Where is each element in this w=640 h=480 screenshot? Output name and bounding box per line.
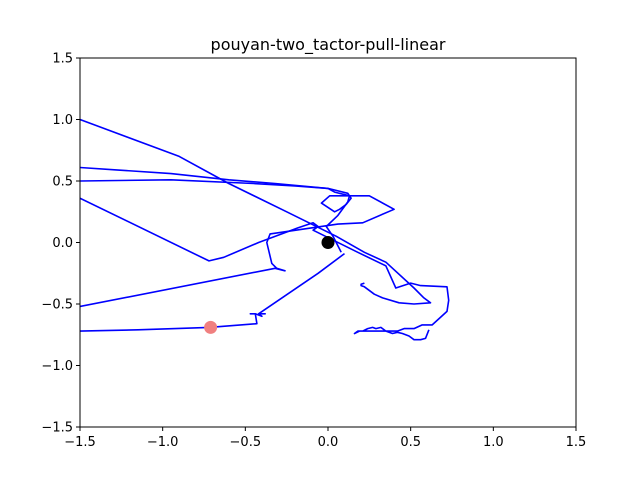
y-tick-label: −1.0 bbox=[41, 359, 73, 374]
trajectory-line-5 bbox=[80, 252, 345, 332]
x-tick-label: 1.0 bbox=[483, 435, 504, 450]
center-marker bbox=[321, 236, 335, 249]
y-axis: −1.5 −1.0 −0.5 0.0 0.5 1.0 1.5 bbox=[41, 52, 80, 436]
trajectory-line-3 bbox=[80, 118, 432, 305]
y-tick-label: −0.5 bbox=[41, 298, 73, 313]
y-tick-label: 1.0 bbox=[52, 113, 73, 128]
y-tick-label: 0.5 bbox=[52, 175, 73, 190]
x-tick-label: −0.5 bbox=[230, 435, 262, 450]
x-tick-label: 1.5 bbox=[566, 435, 587, 450]
chart-title: pouyan-two_tactor-pull-linear bbox=[211, 35, 446, 55]
x-tick-label: −1.5 bbox=[64, 435, 96, 450]
x-axis: −1.5 −1.0 −0.5 0.0 0.5 1.0 1.5 bbox=[64, 427, 586, 450]
highlight-marker bbox=[204, 320, 218, 334]
trajectory-line-4 bbox=[80, 179, 351, 253]
y-tick-label: −1.5 bbox=[41, 421, 73, 436]
plot-area bbox=[80, 118, 450, 341]
y-tick-label: 1.5 bbox=[52, 52, 73, 67]
x-tick-label: 0.5 bbox=[400, 435, 421, 450]
y-tick-label: 0.0 bbox=[52, 236, 73, 251]
x-tick-label: 0.0 bbox=[318, 435, 339, 450]
x-tick-label: −1.0 bbox=[147, 435, 179, 450]
